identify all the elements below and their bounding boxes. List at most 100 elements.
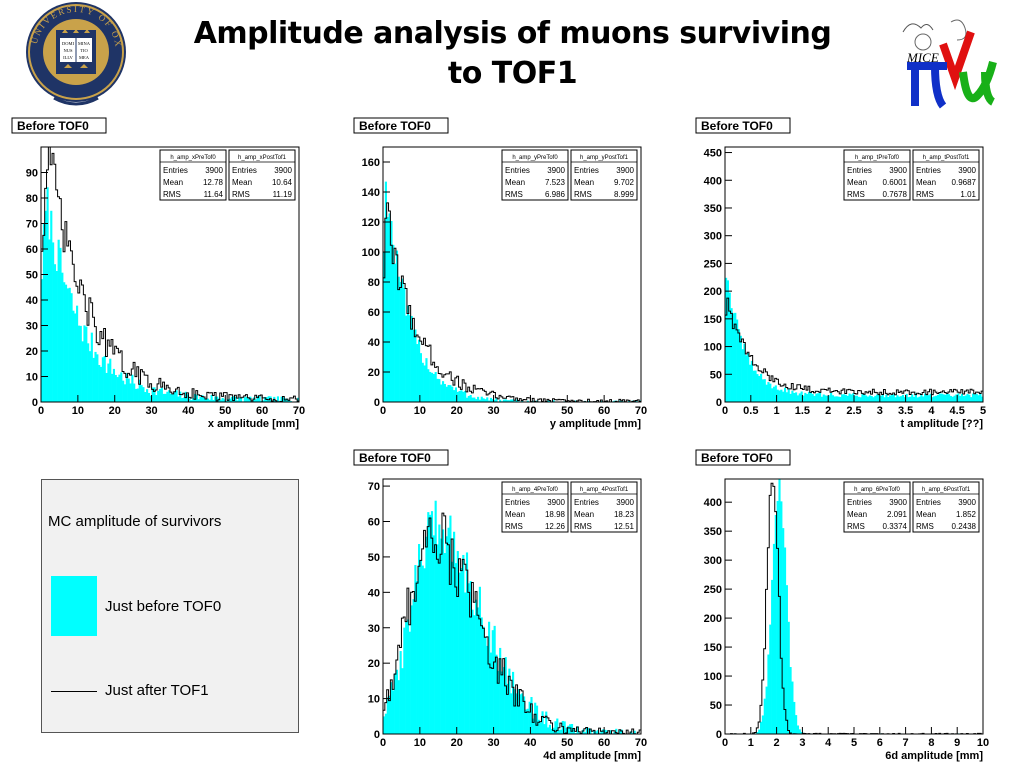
hist-bar: [500, 671, 504, 734]
hist-bar: [800, 391, 803, 402]
hist-bar: [260, 400, 263, 402]
hist-bar: [171, 394, 174, 402]
hist-bar: [395, 250, 399, 402]
hist-bar: [120, 372, 123, 402]
hist-bar: [430, 372, 434, 402]
hist-bar: [480, 396, 483, 402]
hist-bar: [425, 536, 428, 734]
histogram-panel-t: Before TOF0 0 50 100 150 200 250 300 350 400 450 0 0…: [692, 115, 992, 435]
hist-bar: [922, 396, 925, 402]
series-h_amp_tPreTof0: [725, 277, 984, 402]
hist-bar: [901, 394, 905, 402]
hist-bar: [403, 627, 406, 734]
hist-bar: [469, 581, 472, 734]
svg-text:TIO: TIO: [80, 48, 88, 53]
x-tick-label: 30: [145, 405, 157, 417]
hist-bar: [905, 393, 908, 402]
hist-bar: [138, 379, 141, 402]
stats-box-h_amp_4PostTof1: h_amp_4PostTof1 Entries 3900 Mean 18.23 RMS 12…: [570, 481, 638, 533]
hist-bar: [942, 394, 945, 402]
hist-bar: [397, 680, 400, 734]
hist-bar: [927, 395, 930, 402]
y-tick-label: 300: [704, 231, 722, 243]
y-tick-label: 70: [26, 219, 38, 231]
stats-box-h_amp_tPostTof1: h_amp_tPostTof1 Entries 3900 Mean 0.9687 RMS 1…: [912, 149, 980, 201]
stats-value: 3900: [205, 166, 223, 175]
hist-bar: [203, 397, 206, 402]
hist-bar: [767, 654, 770, 734]
hist-bar: [846, 395, 849, 402]
histogram-panel-4d: Before TOF0 0 10 20 30 40 50 60 70 0 10 20 30 40 50 60 7…: [350, 447, 650, 767]
hist-bar: [946, 393, 949, 402]
panel-tag: Before TOF0: [695, 449, 791, 466]
stats-key: Mean: [916, 510, 936, 519]
hist-bar: [881, 394, 884, 402]
hist-bar: [517, 689, 520, 734]
x-tick-label: 20: [451, 737, 463, 749]
hist-bar: [585, 727, 588, 734]
hist-bar: [955, 394, 958, 402]
hist-bar: [388, 213, 391, 402]
hist-bar: [199, 396, 202, 402]
hist-bar: [596, 730, 599, 734]
hist-bar: [916, 397, 919, 402]
stats-box-h_amp_yPostTof1: h_amp_yPostTof1 Entries 3900 Mean 9.702 RMS 8.…: [570, 149, 638, 201]
hist-bar: [247, 398, 250, 402]
stats-key: RMS: [916, 522, 934, 531]
hist-bar: [476, 396, 480, 402]
hist-bar: [807, 391, 811, 402]
hist-bar: [480, 617, 483, 734]
plot-frame: [382, 146, 642, 403]
panel-tag-box: [695, 117, 791, 134]
hist-bar: [912, 396, 916, 402]
x-tick-label: 9: [954, 737, 960, 749]
hist-bar: [874, 395, 877, 402]
hist-bar: [861, 394, 864, 402]
hist-bar: [798, 393, 801, 402]
hist-bar: [122, 380, 125, 402]
y-tick-label: 20: [368, 367, 380, 379]
stats-key: RMS: [163, 190, 181, 199]
hist-bar: [535, 400, 539, 402]
stats-key: Mean: [163, 178, 183, 187]
x-tick-label: 0: [380, 405, 386, 417]
hist-bar: [256, 395, 259, 402]
hist-bar: [772, 386, 776, 402]
y-tick-label: 20: [368, 658, 380, 670]
x-tick-label: 4.5: [950, 405, 965, 417]
hist-bar: [872, 397, 875, 402]
stats-box-h_amp_yPreTof0: h_amp_yPreTof0 Entries 3900 Mean 7.523 RMS 6.9…: [501, 149, 569, 201]
hist-bar: [936, 394, 940, 402]
hist-bar: [405, 315, 408, 402]
x-tick-label: 40: [524, 737, 536, 749]
hist-bar: [394, 673, 397, 734]
hist-bar: [467, 395, 470, 402]
hist-bar: [583, 732, 587, 734]
hist-bar: [112, 368, 116, 402]
hist-bar: [776, 389, 779, 402]
hist-bar: [464, 390, 467, 402]
stats-box-h_amp_xPostTof1: h_amp_xPostTof1 Entries 3900 Mean 10.64 RMS 11…: [228, 149, 296, 201]
stats-value: 7.523: [545, 178, 566, 187]
x-tick-label: 0: [722, 405, 728, 417]
hist-bar: [423, 568, 426, 734]
y-tick-label: 250: [704, 584, 722, 596]
stats-key: RMS: [574, 522, 592, 531]
stats-value: 3900: [616, 498, 634, 507]
x-tick-label: 40: [524, 405, 536, 417]
stats-value: 12.78: [203, 178, 224, 187]
hist-bar: [179, 391, 182, 402]
hist-bar: [443, 383, 446, 402]
histogram-panel-x: Before TOF0 0 10 20 30 40 50 60 70 80 90 0 10 20 30 40 5…: [8, 115, 308, 435]
hist-bar: [118, 374, 121, 402]
hist-bar: [763, 379, 766, 402]
x-tick-label: 0: [380, 737, 386, 749]
hist-bar: [589, 728, 592, 734]
hist-bar: [521, 693, 524, 734]
hist-bar: [101, 357, 104, 402]
hist-bar: [743, 343, 746, 402]
stats-box-title: h_amp_yPostTof1: [580, 155, 629, 161]
hist-bar: [896, 395, 899, 402]
hist-bar: [438, 379, 441, 402]
y-tick-label: 70: [368, 481, 380, 493]
